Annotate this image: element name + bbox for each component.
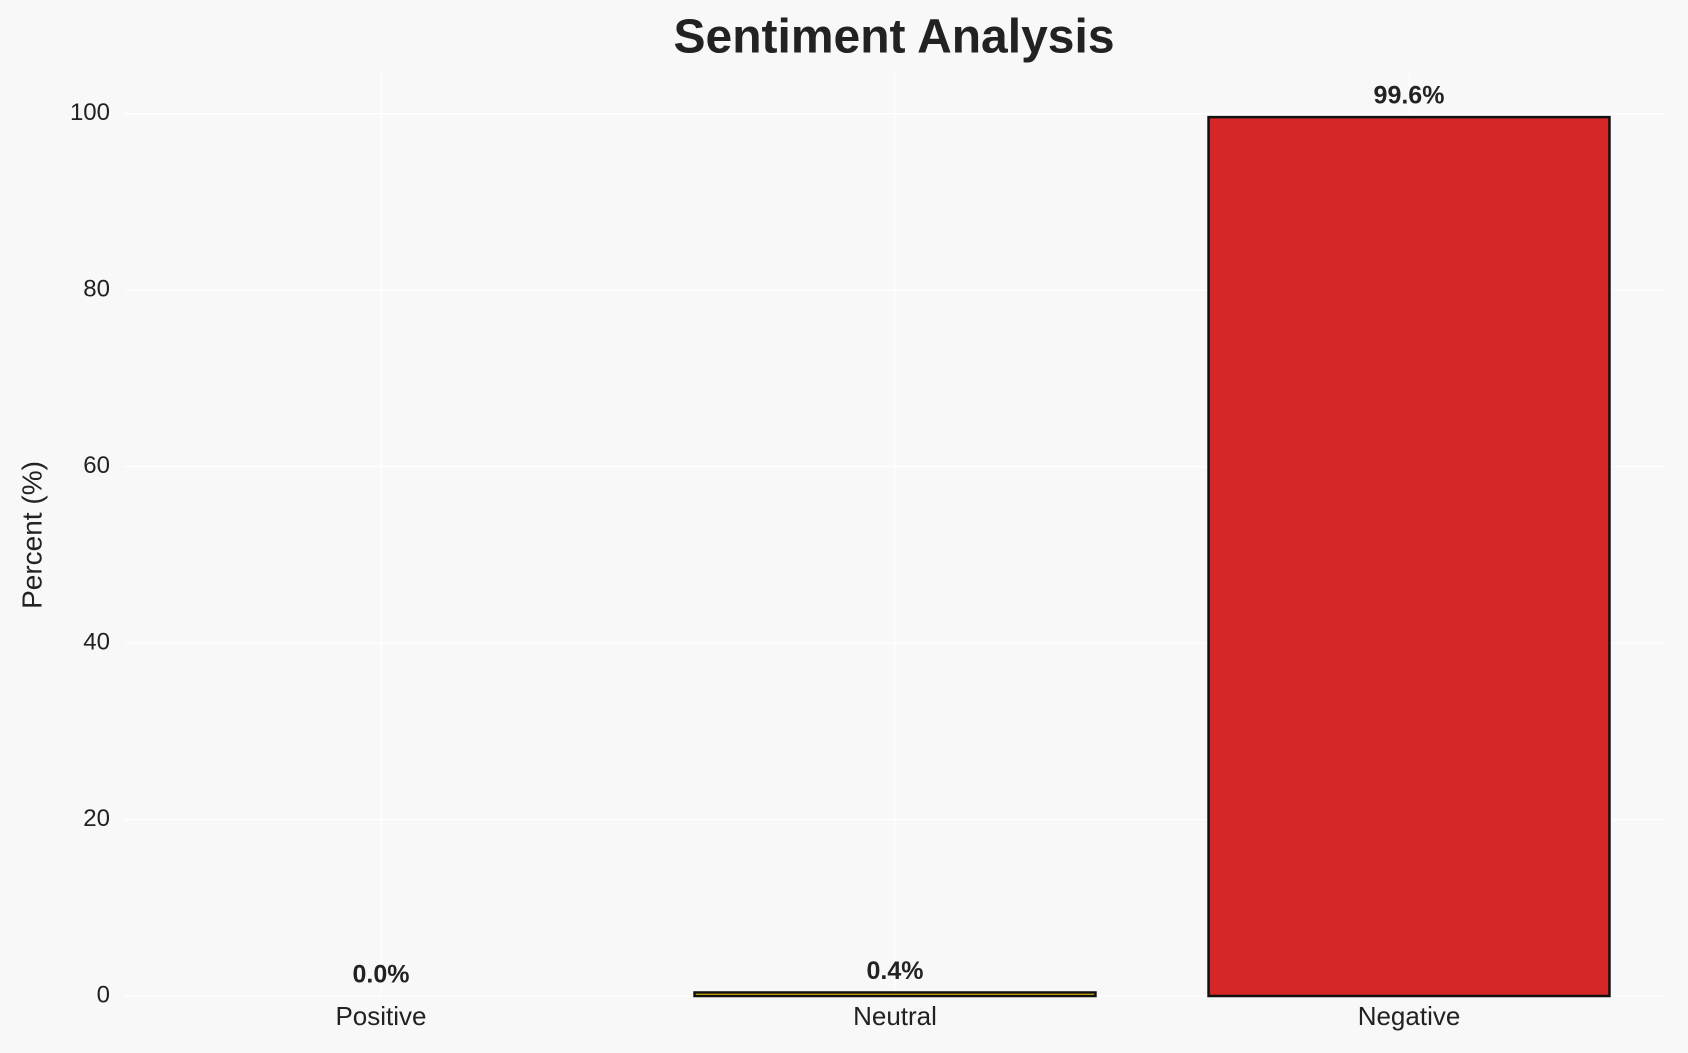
y-tick-label: 60 (83, 452, 110, 479)
y-tick-label: 100 (70, 99, 110, 126)
y-tick-label: 40 (83, 628, 110, 655)
value-label: 0.4% (867, 957, 924, 985)
chart-title: Sentiment Analysis (673, 11, 1114, 64)
bar (693, 991, 1097, 998)
y-tick-label: 80 (83, 275, 110, 302)
x-tick-label: Neutral (853, 1001, 937, 1031)
y-tick-label: 20 (83, 805, 110, 832)
x-tick-label: Positive (335, 1001, 426, 1031)
y-axis-label: Percent (%) (16, 461, 47, 609)
value-label: 0.0% (353, 961, 410, 989)
bar (1207, 115, 1611, 998)
x-tick-label: Negative (1358, 1001, 1461, 1031)
y-tick-label: 0 (97, 981, 110, 1008)
value-label: 99.6% (1374, 82, 1445, 110)
